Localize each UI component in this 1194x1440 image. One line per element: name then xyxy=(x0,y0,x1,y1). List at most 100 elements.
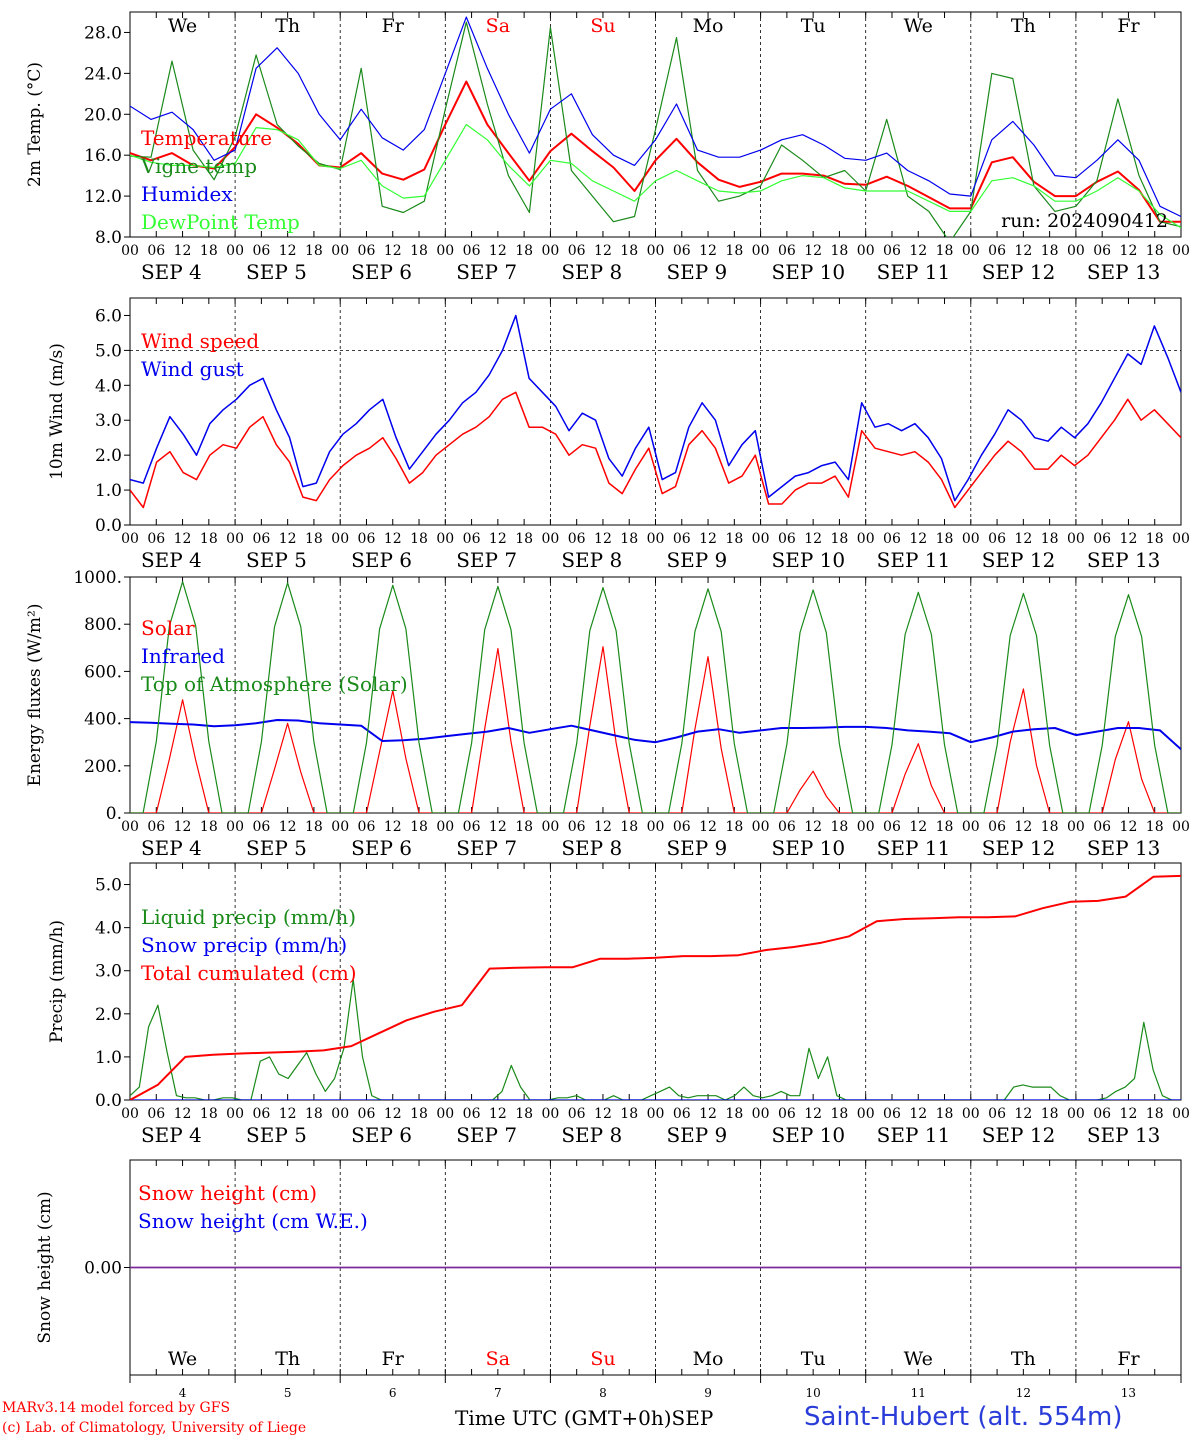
hour-tick-label: 06 xyxy=(358,243,376,259)
legend-entry: Wind gust xyxy=(141,357,244,381)
x-axis-title: Time UTC (GMT+0h)SEP xyxy=(455,1406,714,1430)
hour-tick-label: 06 xyxy=(252,531,270,547)
credit-lab: (c) Lab. of Climatology, University of L… xyxy=(2,1420,307,1436)
hour-tick-label: 18 xyxy=(831,531,849,547)
date-label: SEP 13 xyxy=(1087,836,1161,860)
hour-tick-label: 12 xyxy=(1014,243,1032,259)
hour-tick-label: 18 xyxy=(200,531,218,547)
hour-tick-label: 00 xyxy=(121,1106,139,1122)
hour-tick-label: 06 xyxy=(778,531,796,547)
y-tick-label: 20.0 xyxy=(84,105,122,125)
date-label: SEP 10 xyxy=(772,836,846,860)
hour-tick-label: 12 xyxy=(1120,243,1138,259)
hour-tick-label: 12 xyxy=(174,531,192,547)
y-tick-label: 0. xyxy=(106,804,122,824)
hour-tick-label: 06 xyxy=(1093,243,1111,259)
hour-tick-label: 12 xyxy=(594,531,612,547)
hour-tick-label: 12 xyxy=(279,1106,297,1122)
date-label: SEP 12 xyxy=(982,836,1056,860)
hour-tick-label: 00 xyxy=(331,243,349,259)
y-tick-label: 16.0 xyxy=(84,146,122,166)
hour-tick-label: 06 xyxy=(358,819,376,835)
hour-tick-label: 00 xyxy=(1172,1106,1190,1122)
weekday-label: Th xyxy=(275,15,300,37)
hour-tick-label: 00 xyxy=(121,819,139,835)
hour-tick-label: 18 xyxy=(1041,819,1059,835)
station-label: Saint-Hubert (alt. 554m) xyxy=(804,1402,1123,1432)
series-line-liquid-precip-mm-h- xyxy=(130,978,1181,1100)
hour-tick-label: 06 xyxy=(252,243,270,259)
hour-tick-label: 06 xyxy=(463,819,481,835)
hour-tick-label: 06 xyxy=(252,1106,270,1122)
weekday-label: Th xyxy=(1011,1348,1036,1370)
hour-tick-label: 06 xyxy=(463,531,481,547)
hour-tick-label: 18 xyxy=(725,1106,743,1122)
day-number-label: 5 xyxy=(284,1386,292,1400)
hour-tick-label: 18 xyxy=(725,243,743,259)
hour-tick-label: 12 xyxy=(1014,531,1032,547)
hour-tick-label: 18 xyxy=(1041,531,1059,547)
hour-tick-label: 00 xyxy=(962,243,980,259)
series-group xyxy=(130,16,1181,237)
date-label: SEP 4 xyxy=(141,260,202,284)
hour-tick-label: 00 xyxy=(1172,531,1190,547)
hour-tick-label: 00 xyxy=(1172,243,1190,259)
legend-entry: Wind speed xyxy=(141,329,259,353)
panel-1: 8.0 12.0 16.0 20.0 24.0 28.0 2m Temp. (°C) 00 06… xyxy=(25,11,1190,284)
y-tick-label: 24.0 xyxy=(84,64,122,84)
date-label: SEP 11 xyxy=(877,260,951,284)
hour-tick-label: 18 xyxy=(620,243,638,259)
hour-tick-label: 00 xyxy=(1067,531,1085,547)
weekday-label: Tu xyxy=(801,15,826,37)
series-group xyxy=(130,874,1181,1100)
y-tick-label: 2.0 xyxy=(95,1005,122,1025)
hour-tick-label: 00 xyxy=(752,819,770,835)
hour-tick-label: 12 xyxy=(804,1106,822,1122)
hour-tick-label: 06 xyxy=(778,1106,796,1122)
date-label: SEP 5 xyxy=(246,548,307,572)
hour-tick-label: 00 xyxy=(962,531,980,547)
hour-tick-label: 06 xyxy=(147,819,165,835)
hour-tick-label: 18 xyxy=(305,819,323,835)
series-group xyxy=(130,581,1181,813)
weekday-label: Th xyxy=(1011,15,1036,37)
date-label: SEP 6 xyxy=(351,260,412,284)
hour-tick-label: 06 xyxy=(673,531,691,547)
hour-tick-label: 18 xyxy=(410,819,428,835)
hour-tick-label: 12 xyxy=(594,1106,612,1122)
hour-tick-label: 00 xyxy=(1067,1106,1085,1122)
date-label: SEP 5 xyxy=(246,1123,307,1147)
hour-tick-label: 12 xyxy=(279,531,297,547)
hour-tick-label: 00 xyxy=(121,531,139,547)
date-label: SEP 5 xyxy=(246,836,307,860)
date-label: SEP 8 xyxy=(561,836,622,860)
y-tick-label: 0.00 xyxy=(84,1259,122,1279)
hour-tick-label: 12 xyxy=(1014,1106,1032,1122)
hour-tick-label: 06 xyxy=(568,243,586,259)
hour-tick-label: 12 xyxy=(909,819,927,835)
hour-tick-label: 18 xyxy=(725,819,743,835)
hour-tick-label: 12 xyxy=(489,819,507,835)
date-label: SEP 8 xyxy=(561,548,622,572)
hour-tick-label: 00 xyxy=(226,243,244,259)
hour-tick-label: 12 xyxy=(1120,819,1138,835)
hour-tick-label: 12 xyxy=(489,1106,507,1122)
hour-tick-label: 00 xyxy=(857,243,875,259)
day-number-label: 11 xyxy=(911,1386,926,1400)
hour-tick-label: 12 xyxy=(174,243,192,259)
hour-tick-label: 00 xyxy=(752,531,770,547)
hour-tick-label: 12 xyxy=(699,243,717,259)
hour-tick-label: 00 xyxy=(436,1106,454,1122)
hour-tick-label: 12 xyxy=(699,1106,717,1122)
series-line-infrared xyxy=(130,719,1181,751)
series-line-vigne-temp xyxy=(130,21,1181,237)
legend-entry: Top of Atmosphere (Solar) xyxy=(141,672,408,696)
hour-tick-label: 06 xyxy=(252,819,270,835)
weekday-label: Fr xyxy=(1117,15,1140,37)
hour-tick-label: 00 xyxy=(436,243,454,259)
weekday-label: Mo xyxy=(693,15,724,37)
panel-4: 0.0 1.0 2.0 3.0 4.0 5.0 Precip (mm/h) 00 06 12 18 0… xyxy=(47,862,1190,1147)
hour-tick-label: 18 xyxy=(305,243,323,259)
day-number-label: 10 xyxy=(806,1386,821,1400)
hour-tick-label: 12 xyxy=(1120,531,1138,547)
